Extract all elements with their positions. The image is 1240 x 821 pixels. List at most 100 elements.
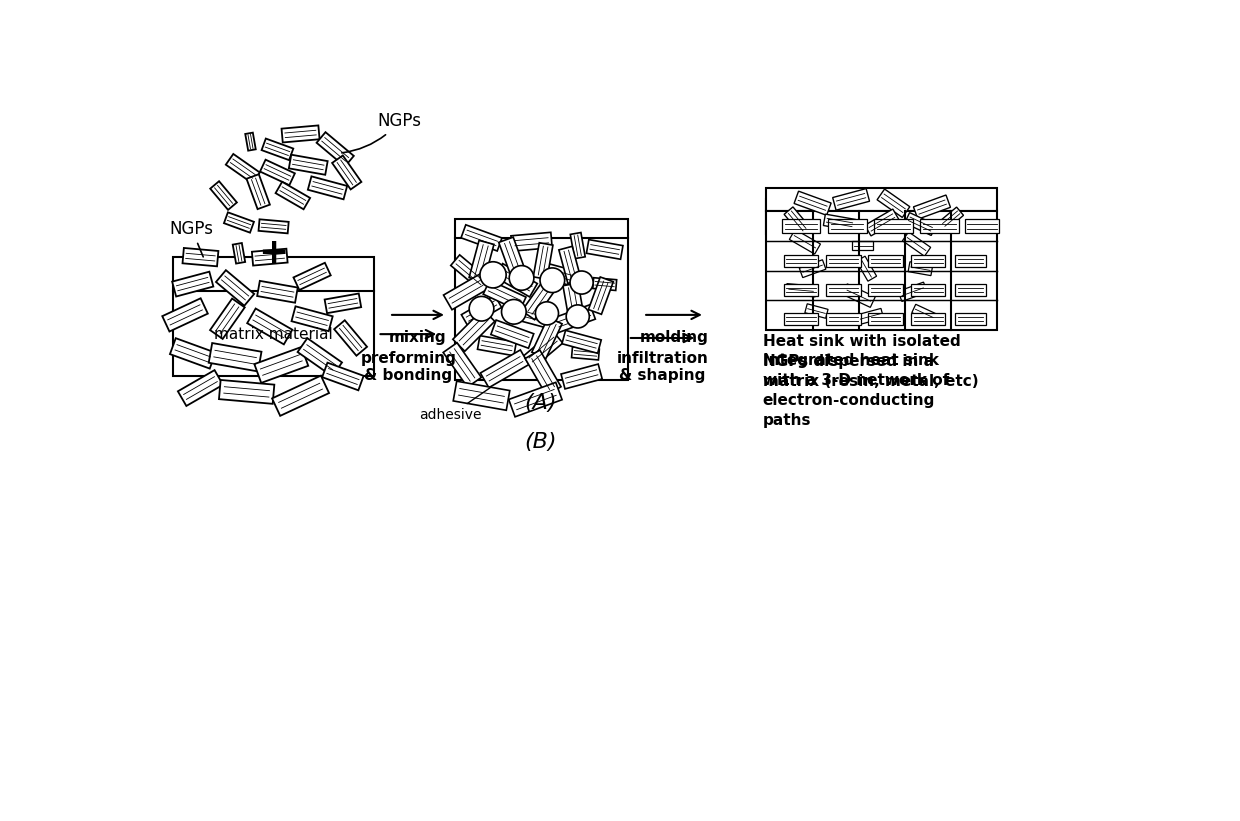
Polygon shape xyxy=(939,207,963,230)
Polygon shape xyxy=(852,241,873,250)
Polygon shape xyxy=(877,189,910,218)
Polygon shape xyxy=(233,243,246,264)
Polygon shape xyxy=(572,346,599,360)
Polygon shape xyxy=(965,219,999,233)
Polygon shape xyxy=(857,309,884,324)
Polygon shape xyxy=(874,219,913,233)
Polygon shape xyxy=(898,282,928,301)
Polygon shape xyxy=(262,139,294,160)
Text: preforming
& bonding: preforming & bonding xyxy=(361,351,456,383)
Polygon shape xyxy=(589,277,614,314)
Polygon shape xyxy=(794,191,831,215)
Polygon shape xyxy=(453,310,495,351)
Bar xyxy=(776,234,815,315)
Polygon shape xyxy=(910,284,945,296)
Polygon shape xyxy=(800,259,826,277)
Polygon shape xyxy=(781,219,821,233)
Text: Integrated heat sink
with a 3-D network of
electron-conducting
paths: Integrated heat sink with a 3-D network … xyxy=(763,353,949,428)
Polygon shape xyxy=(593,277,616,291)
Circle shape xyxy=(536,302,558,325)
Polygon shape xyxy=(177,370,223,406)
Polygon shape xyxy=(784,207,810,235)
Polygon shape xyxy=(260,159,295,186)
Bar xyxy=(847,234,885,315)
Polygon shape xyxy=(498,237,526,277)
Circle shape xyxy=(567,305,589,328)
Polygon shape xyxy=(955,284,986,296)
Polygon shape xyxy=(508,383,562,417)
Polygon shape xyxy=(491,320,533,348)
Polygon shape xyxy=(461,296,502,327)
Polygon shape xyxy=(955,313,986,325)
Polygon shape xyxy=(587,240,622,259)
Polygon shape xyxy=(905,213,936,236)
Polygon shape xyxy=(477,336,516,355)
Polygon shape xyxy=(226,154,260,183)
Polygon shape xyxy=(281,126,320,143)
Polygon shape xyxy=(162,298,208,332)
Text: Heat sink with isolated
NGPs dispersed in a
matrix (resin, metal, etc): Heat sink with isolated NGPs dispersed i… xyxy=(763,334,978,388)
Polygon shape xyxy=(316,132,353,167)
Polygon shape xyxy=(495,264,537,297)
Polygon shape xyxy=(826,284,861,296)
Polygon shape xyxy=(842,284,875,307)
Polygon shape xyxy=(480,350,528,388)
Polygon shape xyxy=(826,313,861,325)
Circle shape xyxy=(570,271,593,294)
Polygon shape xyxy=(533,243,553,279)
Polygon shape xyxy=(308,177,347,200)
Circle shape xyxy=(469,296,494,321)
Polygon shape xyxy=(252,249,288,265)
Polygon shape xyxy=(254,347,309,383)
Polygon shape xyxy=(211,181,237,210)
Text: infiltration
& shaping: infiltration & shaping xyxy=(616,351,708,383)
Polygon shape xyxy=(910,255,945,267)
Polygon shape xyxy=(298,338,342,376)
Polygon shape xyxy=(289,154,327,175)
Polygon shape xyxy=(219,380,274,404)
Polygon shape xyxy=(526,350,560,395)
Polygon shape xyxy=(258,219,289,233)
Polygon shape xyxy=(563,283,585,323)
Polygon shape xyxy=(451,255,489,290)
Polygon shape xyxy=(170,338,216,369)
Polygon shape xyxy=(570,232,585,259)
Polygon shape xyxy=(275,181,310,209)
Polygon shape xyxy=(523,331,563,368)
Polygon shape xyxy=(334,320,367,355)
Polygon shape xyxy=(210,299,244,339)
Polygon shape xyxy=(172,272,213,296)
Polygon shape xyxy=(247,174,270,209)
Polygon shape xyxy=(784,255,818,267)
Polygon shape xyxy=(562,330,601,353)
Polygon shape xyxy=(505,302,551,328)
Polygon shape xyxy=(823,214,856,231)
Polygon shape xyxy=(955,255,986,267)
Circle shape xyxy=(480,262,506,288)
Polygon shape xyxy=(560,364,603,389)
Polygon shape xyxy=(786,283,816,297)
Polygon shape xyxy=(182,248,218,266)
Text: +: + xyxy=(258,236,289,270)
Polygon shape xyxy=(868,284,903,296)
Polygon shape xyxy=(828,219,867,233)
Polygon shape xyxy=(484,280,526,311)
Polygon shape xyxy=(805,304,828,319)
Text: mixing: mixing xyxy=(389,331,446,346)
Bar xyxy=(455,218,627,380)
Text: (A): (A) xyxy=(525,393,557,414)
Polygon shape xyxy=(908,262,932,276)
Polygon shape xyxy=(443,342,481,388)
Polygon shape xyxy=(332,155,361,190)
Polygon shape xyxy=(914,195,951,219)
Bar xyxy=(766,188,997,211)
Polygon shape xyxy=(857,256,877,282)
Polygon shape xyxy=(559,246,582,283)
Polygon shape xyxy=(461,225,502,251)
Polygon shape xyxy=(790,229,821,254)
Circle shape xyxy=(510,266,534,291)
Text: molding: molding xyxy=(640,331,708,346)
Bar xyxy=(766,211,997,330)
Polygon shape xyxy=(247,309,293,344)
Polygon shape xyxy=(532,317,562,359)
